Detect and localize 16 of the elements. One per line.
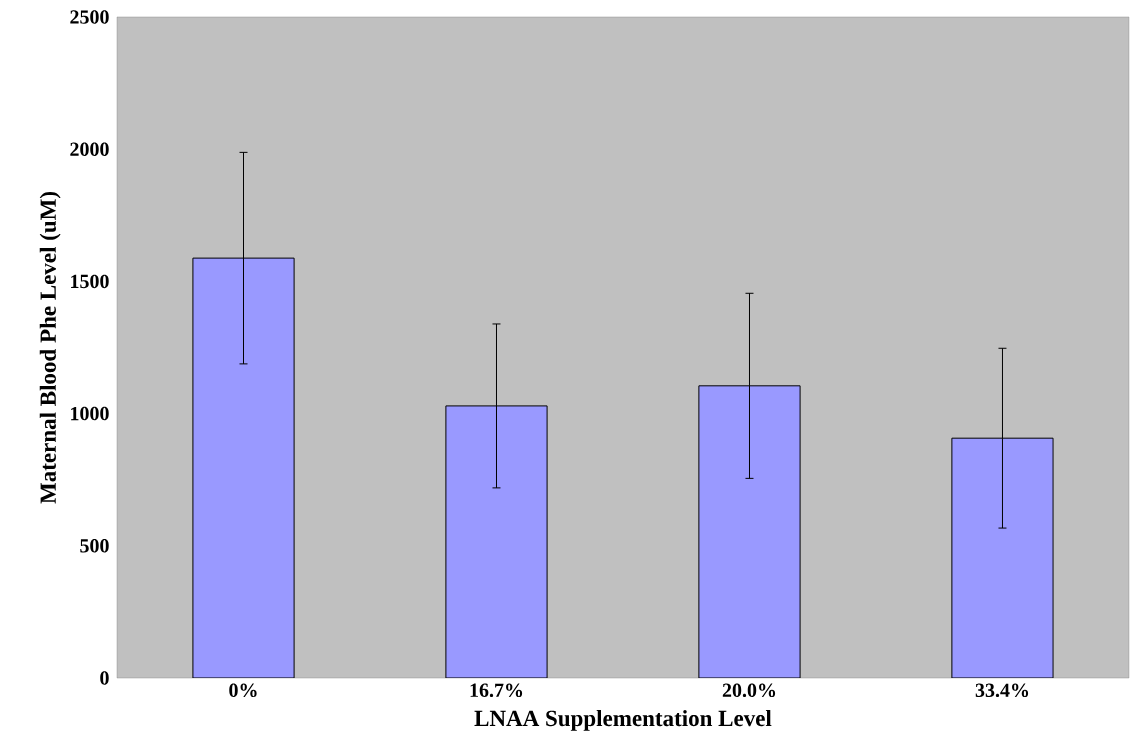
bar (698, 385, 801, 678)
x-axis-title: LNAA Supplementation Level (474, 709, 772, 731)
x-tick-label: 0% (229, 683, 257, 698)
bar (951, 437, 1054, 678)
y-tick-label: 0 (100, 671, 109, 685)
y-tick-label: 1500 (71, 274, 109, 289)
y-axis-title: Maternal Blood Phe Level (uM) (39, 192, 61, 504)
y-tick-label: 2000 (70, 142, 109, 156)
x-tick-label: 16.7% (470, 683, 523, 698)
bar (445, 405, 548, 678)
x-tick-label: 33.4% (975, 683, 1029, 698)
y-tick-label: 2500 (70, 10, 109, 24)
y-tick-label: 1000 (71, 406, 109, 421)
y-tick-label: 500 (80, 539, 109, 553)
bar (192, 257, 295, 678)
x-tick-label: 20.0% (722, 683, 776, 698)
